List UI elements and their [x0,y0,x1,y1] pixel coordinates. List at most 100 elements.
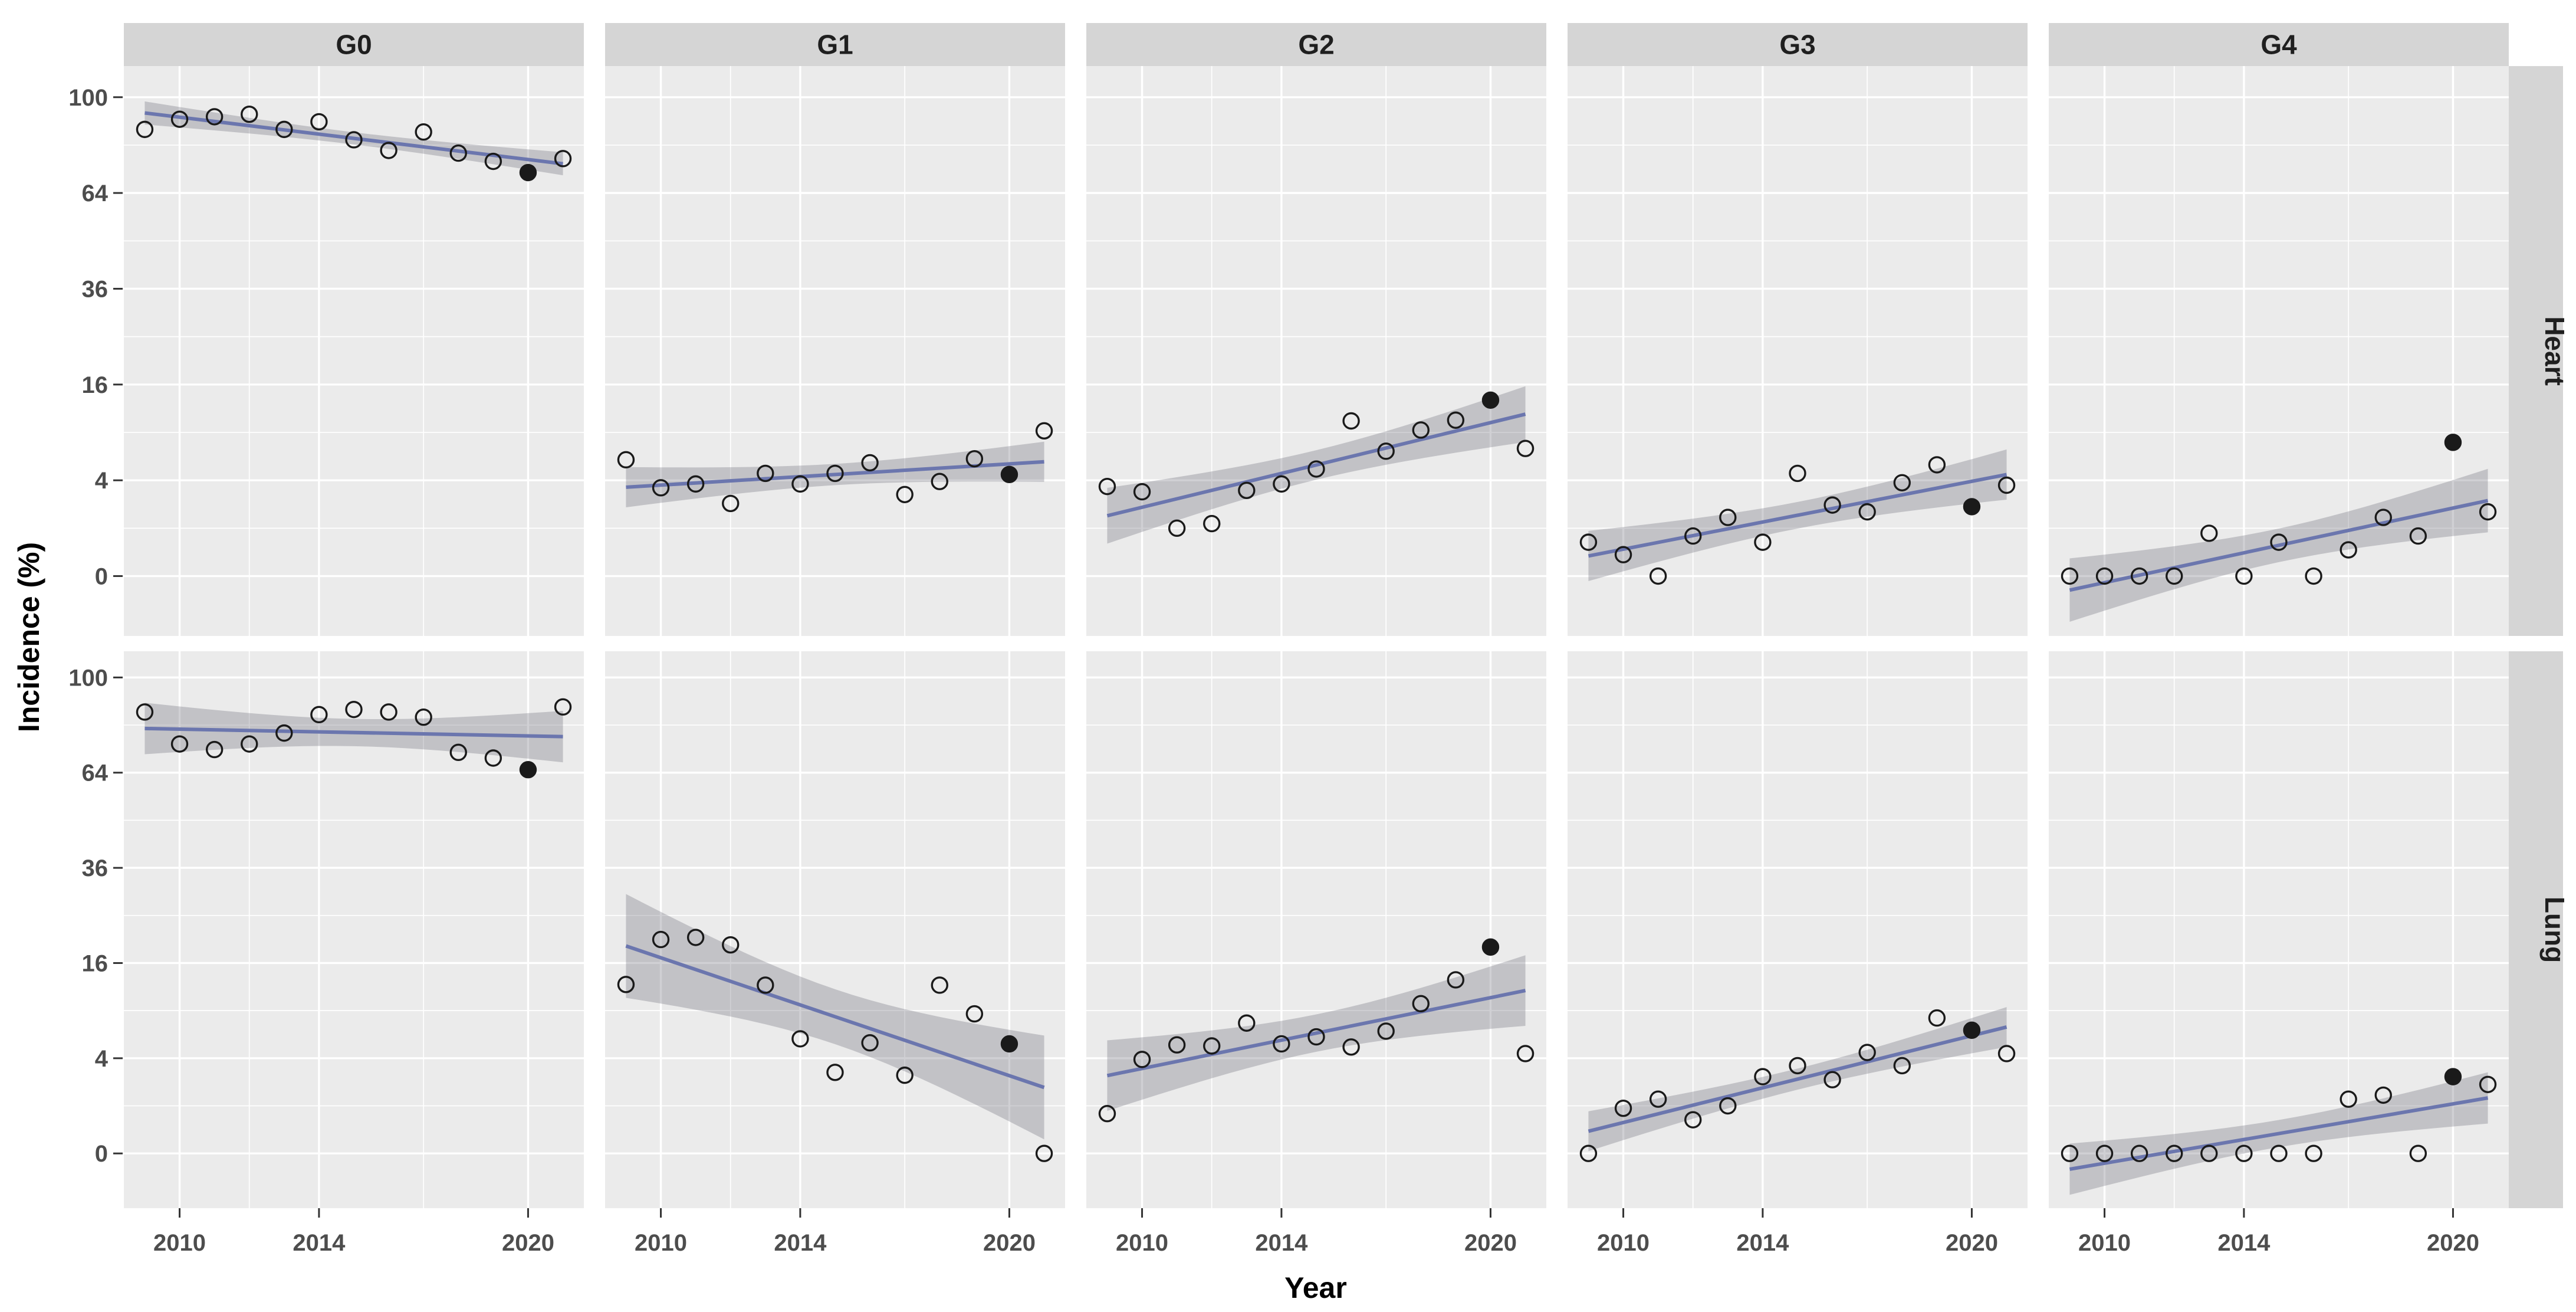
data-point-2017 [1377,1022,1395,1040]
data-point-2014 [791,475,809,493]
data-point-2019 [965,450,984,468]
data-point-2016 [2305,1144,2322,1162]
data-point-2011 [2130,567,2148,585]
y-tick-label-Heart: 0 [95,564,108,590]
y-tick-label-Lung: 36 [82,855,109,881]
data-point-2011 [686,929,705,946]
x-tick-label-G1: 2014 [774,1230,827,1256]
smooth-group [1106,955,1526,1111]
panel-background [2049,66,2509,636]
data-point-2019 [1447,971,1465,989]
data-point-2010 [652,479,670,497]
regression-line [1106,412,1526,518]
y-axis-title: Incidence (%) [12,542,45,732]
data-point-2009 [1579,533,1598,551]
data-point-2021 [1997,476,2016,494]
data-point-2009 [1098,477,1116,496]
data-point-2013 [757,464,774,483]
data-point-2013 [1238,1014,1256,1032]
data-point-2021 [1035,1144,1053,1162]
x-tick-label-G0: 2020 [502,1230,554,1256]
data-point-2011 [1168,519,1186,537]
data-point-2012 [2166,1144,2183,1162]
data-point-2012 [1203,514,1221,533]
data-point-2019 [2409,527,2427,545]
data-point-2021 [554,698,572,716]
panel-Lung-G1 [605,651,1065,1208]
strip-right-Lung: Lung [2509,651,2570,1208]
data-point-2014 [791,1030,809,1048]
panel-Lung-G3 [1568,651,2028,1208]
data-point-highlight-2020 [1000,465,1018,484]
x-tick-label-G3: 2020 [1946,1230,1998,1256]
strip-label-G3: G3 [1779,29,1815,60]
data-point-2010 [652,930,670,949]
data-point-2021 [1516,439,1535,457]
facet-panels [124,66,2509,1208]
data-point-2014 [1754,533,1772,551]
data-point-2013 [275,724,293,742]
regression-line [1588,1025,2007,1133]
panel-background [605,651,1065,1208]
smooth-group [144,101,563,176]
data-point-2015 [2270,1144,2288,1162]
data-point-2010 [2095,1144,2114,1162]
strip-top-G0: G0 [124,23,584,66]
y-tick-label-Lung: 100 [68,665,108,691]
data-point-2014 [1273,1035,1290,1053]
data-point-2014 [2235,1144,2253,1162]
data-point-highlight-2020 [1963,1021,1981,1039]
data-point-2019 [2409,1144,2427,1162]
panel-background [124,651,584,1208]
strip-background [124,23,584,66]
data-point-2021 [1516,1045,1535,1062]
data-point-2017 [896,486,914,503]
data-point-2017 [2340,541,2357,559]
data-point-2017 [415,123,432,141]
data-point-2011 [1168,1036,1186,1054]
panel-background [1086,66,1546,636]
x-axis-title: Year [1284,1271,1347,1304]
data-point-2009 [1098,1105,1116,1123]
panel-Heart-G3 [1568,66,2028,636]
data-point-2016 [1342,1038,1360,1056]
y-tick-label-Lung: 16 [82,950,109,976]
x-tick-label-G4: 2014 [2217,1230,2271,1256]
axes: 100 64 36 16 4 0 100 64 36 16 4 0 2010 2014 2020 2010 20… [68,85,2479,1256]
regression-line [1588,473,2007,558]
data-point-highlight-2020 [1963,498,1981,516]
data-point-2012 [241,735,258,753]
data-point-2019 [1928,456,1946,474]
smooth-group [625,894,1045,1140]
data-point-2014 [310,113,328,131]
data-point-2011 [205,108,224,126]
data-point-2013 [2200,1144,2218,1162]
data-point-2018 [1412,995,1430,1013]
data-point-2021 [2479,503,2497,521]
data-point-2013 [2200,524,2218,542]
data-point-2016 [861,1034,879,1052]
data-point-2010 [1133,1051,1151,1068]
strip-background [605,23,1065,66]
x-tick-label-G2: 2020 [1464,1230,1517,1256]
data-point-2010 [170,110,189,128]
y-tick-label-Lung: 64 [82,760,109,786]
strip-right-Heart: Heart [2509,66,2570,636]
data-point-2013 [275,120,293,139]
smooth-group [1106,386,1526,544]
data-point-2013 [1719,1097,1737,1115]
data-point-highlight-2020 [2444,434,2462,451]
data-point-2013 [1238,481,1256,500]
panel-background [1568,651,2028,1208]
data-point-2019 [965,1005,984,1023]
smooth-group [1588,449,2007,582]
panel-Lung-G2 [1086,651,1546,1208]
strip-label-G1: G1 [817,29,853,60]
panel-background [1568,66,2028,636]
panel-Lung-G0 [124,651,584,1208]
data-point-2015 [345,131,363,149]
data-point-2017 [896,1066,914,1084]
data-point-2016 [861,454,879,472]
data-point-2010 [1133,483,1151,501]
